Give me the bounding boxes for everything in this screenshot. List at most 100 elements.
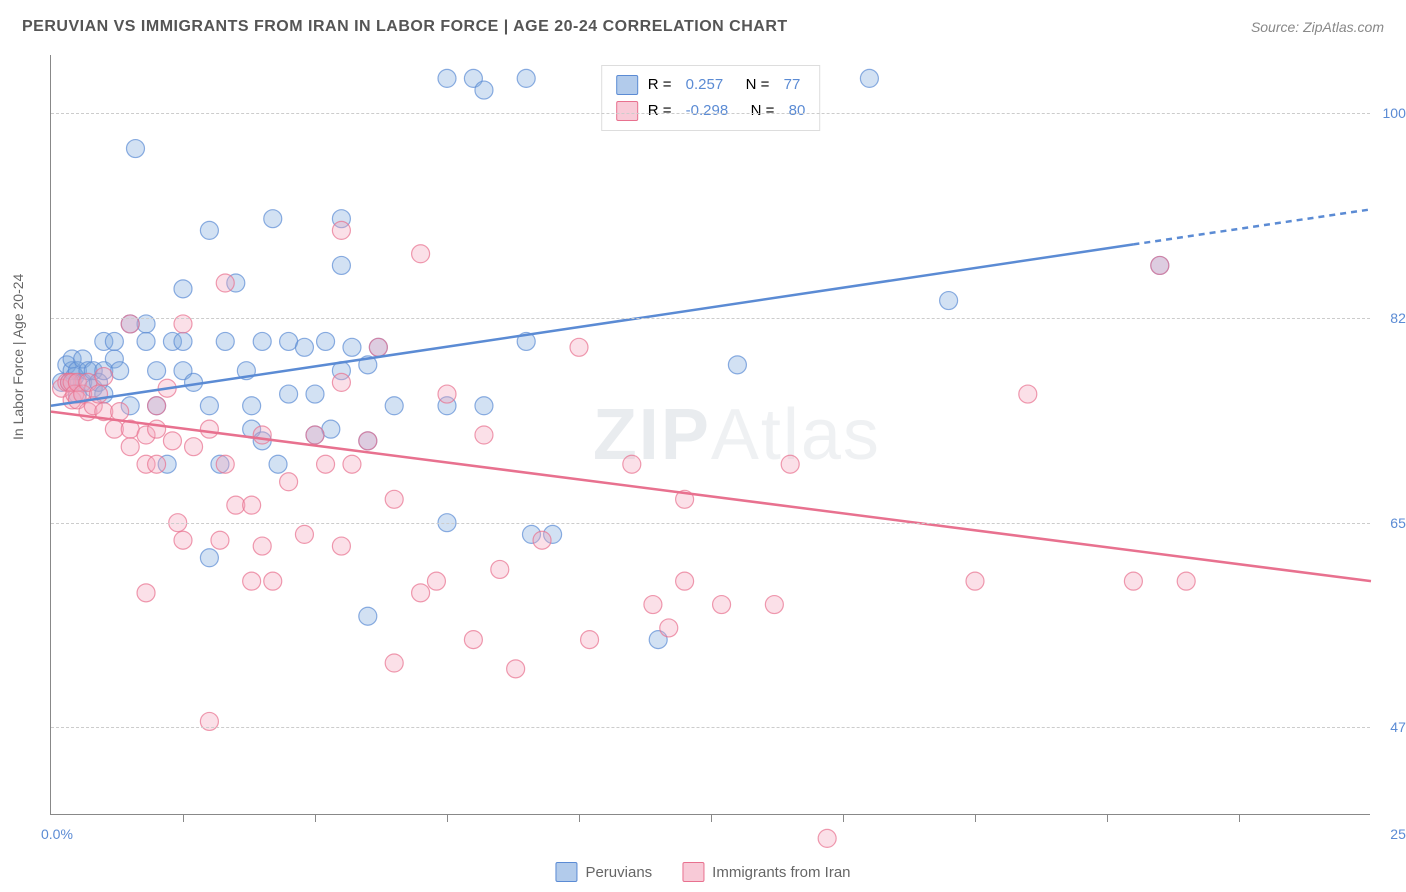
- data-point: [438, 385, 456, 403]
- data-point: [475, 426, 493, 444]
- data-point: [966, 572, 984, 590]
- data-point: [1124, 572, 1142, 590]
- data-point: [644, 596, 662, 614]
- y-tick-label: 65.0%: [1390, 515, 1406, 531]
- series-swatch: [616, 101, 638, 121]
- legend-item: Peruvians: [555, 862, 652, 882]
- data-point: [385, 397, 403, 415]
- data-point: [295, 338, 313, 356]
- stats-row: R = 0.257 N = 77: [616, 72, 806, 98]
- data-point: [148, 397, 166, 415]
- stat-r: 0.257: [686, 72, 724, 98]
- data-point: [280, 473, 298, 491]
- data-point: [660, 619, 678, 637]
- y-tick-label: 100.0%: [1383, 105, 1406, 121]
- data-point: [332, 537, 350, 555]
- data-point: [253, 537, 271, 555]
- data-point: [200, 221, 218, 239]
- data-point: [264, 210, 282, 228]
- stat-r: -0.298: [686, 98, 729, 124]
- data-point: [343, 338, 361, 356]
- x-max-label: 25.0%: [1390, 826, 1406, 842]
- data-point: [306, 385, 324, 403]
- data-point: [940, 292, 958, 310]
- data-point: [163, 432, 181, 450]
- data-point: [200, 397, 218, 415]
- data-point: [306, 426, 324, 444]
- x-tick: [975, 814, 976, 822]
- data-point: [216, 274, 234, 292]
- data-point: [1177, 572, 1195, 590]
- data-point: [253, 426, 271, 444]
- data-point: [1151, 256, 1169, 274]
- data-point: [728, 356, 746, 374]
- data-point: [343, 455, 361, 473]
- data-point: [475, 81, 493, 99]
- x-tick: [315, 814, 316, 822]
- data-point: [126, 140, 144, 158]
- trend-line-ext: [1133, 209, 1371, 244]
- data-point: [359, 432, 377, 450]
- legend-label: Immigrants from Iran: [712, 864, 850, 881]
- y-axis-label: In Labor Force | Age 20-24: [10, 274, 26, 440]
- stat-label: N =: [733, 72, 773, 98]
- data-point: [269, 455, 287, 473]
- gridline-h: [51, 727, 1370, 728]
- stats-row: R = -0.298 N = 80: [616, 98, 806, 124]
- data-point: [713, 596, 731, 614]
- data-point: [491, 560, 509, 578]
- data-point: [174, 332, 192, 350]
- series-legend: Peruvians Immigrants from Iran: [555, 862, 850, 882]
- x-min-label: 0.0%: [41, 826, 73, 842]
- stat-n: 77: [784, 72, 801, 98]
- series-swatch: [682, 862, 704, 882]
- data-point: [243, 397, 261, 415]
- data-point: [211, 531, 229, 549]
- data-point: [95, 368, 113, 386]
- data-point: [317, 332, 335, 350]
- data-point: [412, 584, 430, 602]
- data-point: [412, 245, 430, 263]
- data-point: [332, 221, 350, 239]
- stat-label: N =: [738, 98, 778, 124]
- legend-label: Peruvians: [585, 864, 652, 881]
- data-point: [111, 403, 129, 421]
- trend-line: [51, 244, 1133, 405]
- data-point: [781, 455, 799, 473]
- data-point: [385, 654, 403, 672]
- chart-title: PERUVIAN VS IMMIGRANTS FROM IRAN IN LABO…: [22, 18, 788, 36]
- data-point: [280, 385, 298, 403]
- x-tick: [579, 814, 580, 822]
- x-tick: [843, 814, 844, 822]
- data-point: [264, 572, 282, 590]
- stats-legend: R = 0.257 N = 77R = -0.298 N = 80: [601, 65, 821, 131]
- data-point: [200, 420, 218, 438]
- data-point: [243, 572, 261, 590]
- data-point: [533, 531, 551, 549]
- data-point: [200, 549, 218, 567]
- data-point: [174, 280, 192, 298]
- data-point: [174, 531, 192, 549]
- stat-label: R =: [648, 98, 676, 124]
- data-point: [317, 455, 335, 473]
- data-point: [860, 69, 878, 87]
- data-point: [359, 607, 377, 625]
- data-point: [570, 338, 588, 356]
- data-point: [137, 332, 155, 350]
- y-tick-label: 47.5%: [1390, 719, 1406, 735]
- data-point: [148, 420, 166, 438]
- series-swatch: [616, 75, 638, 95]
- data-point: [216, 332, 234, 350]
- data-point: [427, 572, 445, 590]
- scatter-plot: [51, 55, 1370, 814]
- data-point: [765, 596, 783, 614]
- data-point: [243, 496, 261, 514]
- data-point: [1019, 385, 1037, 403]
- data-point: [253, 332, 271, 350]
- data-point: [369, 338, 387, 356]
- chart-source: Source: ZipAtlas.com: [1251, 19, 1384, 35]
- x-tick: [1239, 814, 1240, 822]
- x-tick: [447, 814, 448, 822]
- stat-label: R =: [648, 72, 676, 98]
- data-point: [295, 525, 313, 543]
